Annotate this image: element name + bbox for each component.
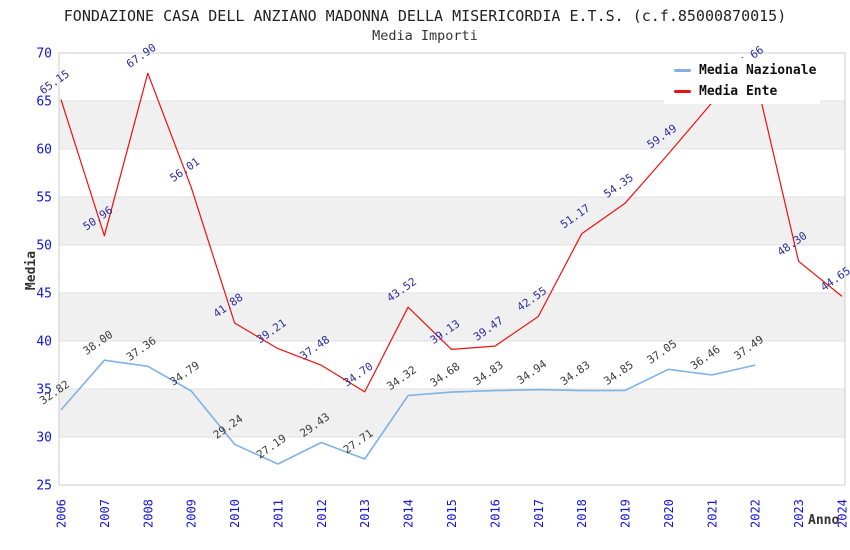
y-axis-title: Media [24, 250, 40, 291]
data-point-label: 34.83 [471, 358, 506, 388]
legend-label-media-nazionale: Media Nazionale [699, 63, 817, 78]
data-point-label: 56.01 [167, 155, 202, 185]
plot-border [58, 52, 846, 486]
data-point-label: 36.46 [688, 343, 723, 373]
plot-band [59, 197, 845, 245]
x-tick-label: 2023 [792, 499, 806, 528]
x-tick-label: 2011 [271, 499, 285, 528]
data-point-label: 34.94 [515, 357, 550, 387]
y-tick-label: 45 [36, 287, 52, 302]
x-tick-label: 2015 [445, 499, 459, 528]
x-tick-label: 2019 [619, 499, 633, 528]
x-tick-label: 2008 [141, 499, 155, 528]
x-tick-label: 2006 [55, 499, 69, 528]
y-tick-label: 55 [36, 191, 52, 206]
chart-title: FONDAZIONE CASA DELL ANZIANO MADONNA DEL… [63, 7, 787, 25]
y-tick-label: 60 [36, 143, 52, 158]
legend-swatch-media-nazionale-icon [674, 69, 691, 72]
x-tick-label: 2020 [662, 499, 676, 528]
data-point-label: 34.79 [167, 359, 202, 389]
legend-item-media-ente: Media Ente [674, 82, 820, 102]
x-tick-label: 2022 [749, 499, 763, 528]
data-point-label: 34.70 [341, 360, 376, 390]
plot-band [59, 389, 845, 437]
y-tick-label: 65 [36, 95, 52, 110]
y-tick-label: 50 [36, 239, 52, 254]
plot-band [59, 101, 845, 149]
x-tick-label: 2009 [185, 499, 199, 528]
x-tick-label: 2014 [402, 499, 416, 528]
x-tick-label: 2007 [98, 499, 112, 528]
legend-label-media-ente: Media Ente [699, 84, 778, 99]
y-tick-label: 35 [36, 383, 52, 398]
legend-swatch-media-ente-icon [674, 90, 691, 93]
x-tick-label: 2017 [532, 499, 546, 528]
x-axis-title: Anno [808, 513, 840, 528]
y-tick-label: 30 [36, 431, 52, 446]
x-tick-label: 2021 [705, 499, 719, 528]
series-line-media-nazionale [60, 359, 756, 465]
y-tick-label: 40 [36, 335, 52, 350]
plot-band [59, 293, 845, 341]
x-tick-label: 2013 [358, 499, 372, 528]
y-tick-label: 70 [36, 47, 52, 62]
x-tick-label: 2016 [488, 499, 502, 528]
y-tick-label: 25 [36, 479, 52, 494]
x-tick-label: 2010 [228, 499, 242, 528]
x-tick-label: 2018 [575, 499, 589, 528]
data-point-label: 34.68 [428, 360, 463, 390]
legend: Media Nazionale Media Ente [664, 58, 820, 104]
data-point-label: 67.90 [124, 41, 159, 71]
data-point-label: 34.83 [558, 358, 593, 388]
data-point-label: 34.85 [601, 358, 636, 388]
chart-subtitle: Media Importi [372, 28, 478, 44]
data-point-label: 37.05 [645, 337, 680, 367]
x-tick-label: 2012 [315, 499, 329, 528]
x-tick-label: 2024 [836, 499, 850, 528]
legend-item-media-nazionale: Media Nazionale [674, 61, 820, 81]
data-point-label: 65.15 [37, 67, 72, 97]
